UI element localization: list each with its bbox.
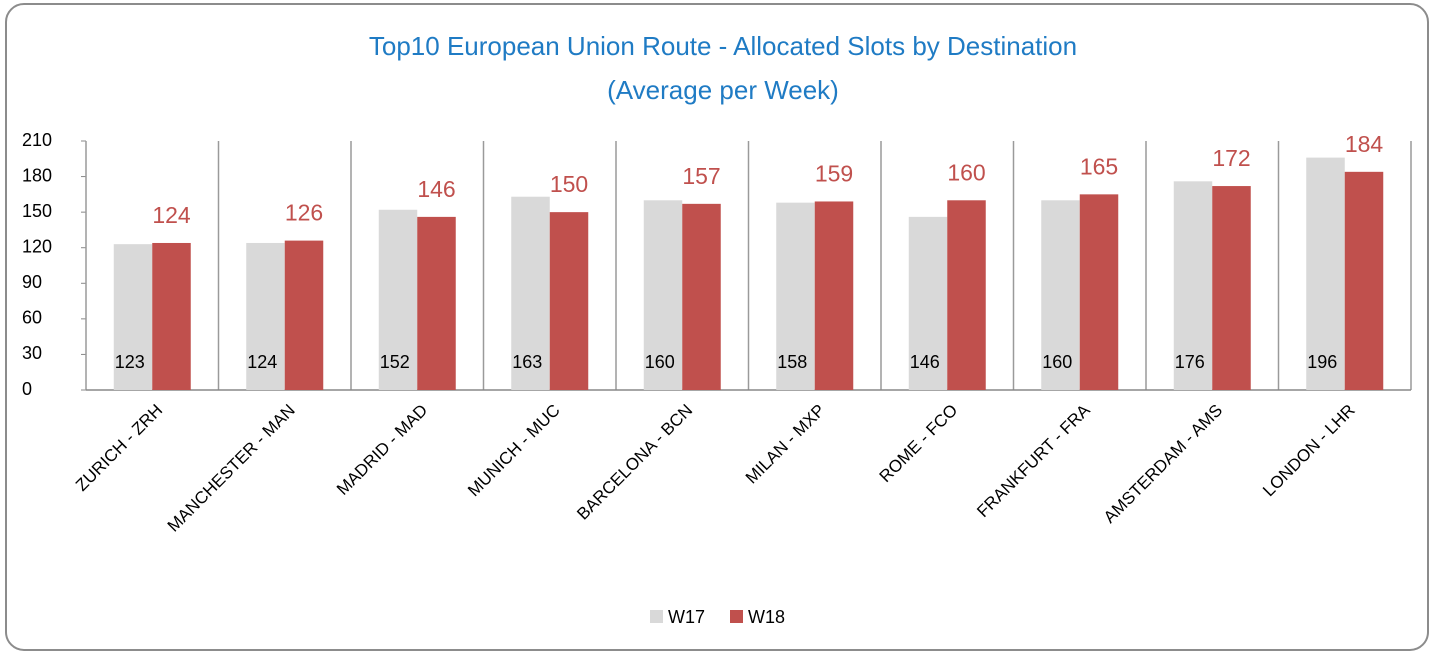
bar <box>1041 200 1080 390</box>
value-label: 176 <box>1175 352 1205 372</box>
y-tick-label: 30 <box>22 343 42 363</box>
value-label: 124 <box>152 202 191 228</box>
bar <box>284 240 324 390</box>
y-tick-label: 180 <box>22 165 52 185</box>
value-label: 160 <box>645 352 675 372</box>
value-label: 150 <box>550 171 588 197</box>
legend-swatch <box>730 610 743 623</box>
value-label: 146 <box>910 352 940 372</box>
value-label: 123 <box>115 352 145 372</box>
y-tick-label: 210 <box>22 130 52 150</box>
value-label: 126 <box>285 200 323 226</box>
legend-label: W18 <box>748 607 785 627</box>
bar <box>643 200 683 390</box>
y-tick-label: 150 <box>22 201 52 221</box>
bar <box>1173 181 1213 390</box>
bar <box>682 203 721 390</box>
y-tick-label: 0 <box>22 379 32 399</box>
chart-subtitle: (Average per Week) <box>607 75 839 105</box>
bar <box>511 196 550 390</box>
y-tick-label: 120 <box>22 236 52 256</box>
value-label: 152 <box>380 352 410 372</box>
bar <box>947 200 986 390</box>
value-label: 160 <box>1042 352 1072 372</box>
legend-label: W17 <box>668 607 705 627</box>
value-label: 172 <box>1212 145 1250 171</box>
value-label: 160 <box>947 159 985 185</box>
value-label: 165 <box>1080 153 1118 179</box>
value-label: 157 <box>682 163 720 189</box>
bar <box>1344 171 1384 390</box>
bar <box>378 209 418 390</box>
value-label: 158 <box>777 352 807 372</box>
bar <box>908 216 948 390</box>
bar <box>246 242 285 390</box>
legend-swatch <box>650 610 663 623</box>
bar <box>814 201 854 390</box>
bar <box>417 216 456 390</box>
value-label: 124 <box>247 352 277 372</box>
bar <box>152 242 191 390</box>
bar <box>776 202 815 390</box>
bar <box>1306 157 1345 390</box>
value-label: 184 <box>1345 131 1384 157</box>
bar <box>1079 194 1119 390</box>
bar <box>1212 186 1251 390</box>
y-tick-label: 90 <box>22 272 42 292</box>
y-tick-label: 60 <box>22 308 42 328</box>
chart-title: Top10 European Union Route - Allocated S… <box>369 31 1077 61</box>
value-label: 196 <box>1307 352 1337 372</box>
bar <box>113 244 153 390</box>
value-label: 146 <box>417 176 455 202</box>
value-label: 159 <box>815 161 853 187</box>
bar <box>549 212 589 390</box>
value-label: 163 <box>512 352 542 372</box>
